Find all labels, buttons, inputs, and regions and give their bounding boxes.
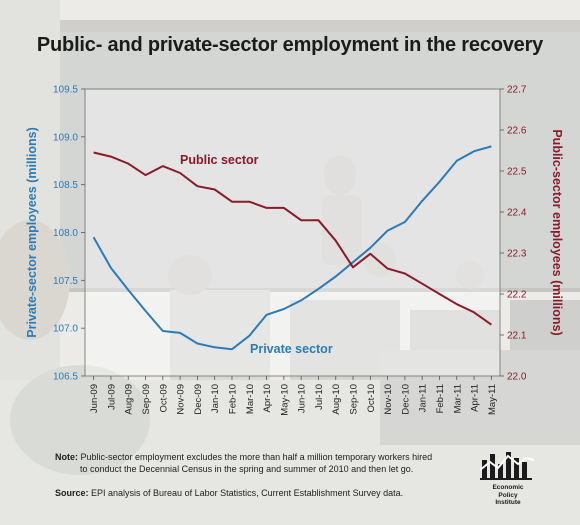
x-axis-tick-label: Nov-09 xyxy=(176,384,187,415)
note-line-2: to conduct the Decennial Census in the s… xyxy=(80,463,414,474)
x-axis-tick-label: Jan-11 xyxy=(418,384,429,412)
right-axis-tick-label: 22.3 xyxy=(507,249,527,260)
epi-logo-mark-icon xyxy=(479,452,535,480)
x-axis-tick-label: Jun-10 xyxy=(297,384,308,413)
right-axis-tick-label: 22.5 xyxy=(507,167,527,178)
right-axis-tick-label: 22.0 xyxy=(507,372,527,383)
x-axis-tick-label: Dec-10 xyxy=(400,384,411,415)
x-axis-tick-label: Mar-11 xyxy=(452,384,463,413)
x-axis-tick-label: May-11 xyxy=(487,384,498,415)
left-axis-tick-label: 108.0 xyxy=(53,228,78,239)
x-axis-tick-label: Oct-09 xyxy=(158,384,169,413)
left-axis-tick-label: 107.5 xyxy=(53,276,78,287)
left-axis-tick-label: 109.5 xyxy=(53,85,78,96)
left-axis-tick-label: 107.0 xyxy=(53,324,78,335)
x-axis-tick-label: Jul-10 xyxy=(314,384,325,410)
logo-line-3: Institute xyxy=(495,499,521,506)
chart-title: Public- and private-sector employment in… xyxy=(36,34,544,56)
employment-line-chart: 106.5 107.0 107.5 108.0 108.5 109.0 109.5 Priva… xyxy=(25,85,564,416)
source-text: EPI analysis of Bureau of Labor Statisti… xyxy=(88,488,404,498)
right-axis-tick-label: 22.6 xyxy=(507,126,527,137)
x-axis-tick-label: Dec-09 xyxy=(193,384,204,415)
private-sector-series-label: Private sector xyxy=(250,342,333,356)
left-axis-tick-label: 108.5 xyxy=(53,180,78,191)
x-axis-tick-label: Mar-10 xyxy=(245,384,256,414)
x-axis-tick-label: Feb-10 xyxy=(227,384,238,414)
right-axis-tick-label: 22.2 xyxy=(507,290,527,301)
chart-note: Note: Public-sector employment excludes … xyxy=(55,452,465,475)
public-sector-series-label: Public sector xyxy=(180,153,259,167)
left-axis-tick-label: 109.0 xyxy=(53,132,78,143)
note-line-1: Public-sector employment excludes the mo… xyxy=(78,452,433,462)
x-axis-tick-label: Jan-10 xyxy=(210,384,221,413)
source-label: Source: xyxy=(55,488,89,498)
x-axis-tick-label: Sep-10 xyxy=(349,384,360,415)
epi-logo: Economic Policy Institute xyxy=(478,448,550,512)
right-axis-tick-label: 22.7 xyxy=(507,85,527,96)
right-axis-tick-label: 22.1 xyxy=(507,331,527,342)
x-axis-tick-label: Jul-09 xyxy=(106,384,117,410)
x-axis-tick-label: Aug-09 xyxy=(124,384,135,415)
x-axis-tick-label: Apr-11 xyxy=(470,384,481,412)
x-axis-tick-label: Nov-10 xyxy=(383,384,394,415)
x-axis-tick-label: Apr-10 xyxy=(262,384,273,413)
chart-source: Source: EPI analysis of Bureau of Labor … xyxy=(55,488,465,498)
x-axis-tick-label: Jun-09 xyxy=(89,384,100,413)
logo-line-1: Economic xyxy=(492,484,524,491)
x-axis-tick-label: Feb-11 xyxy=(435,384,446,413)
right-axis-label: Public-sector employees (millions) xyxy=(550,129,564,335)
x-axis-tick-label: Sep-09 xyxy=(141,384,152,415)
x-axis-tick-label: May-10 xyxy=(279,384,290,416)
right-axis-tick-label: 22.4 xyxy=(507,208,527,219)
plot-area xyxy=(84,88,501,377)
public-sector-line xyxy=(93,151,492,326)
x-axis-tick-label: Oct-10 xyxy=(366,384,377,413)
x-axis-tick-label: Aug-10 xyxy=(331,384,342,415)
logo-line-2: Policy xyxy=(498,491,518,499)
left-axis-label: Private-sector employees (millions) xyxy=(25,127,39,338)
left-axis-tick-label: 106.5 xyxy=(53,372,78,383)
note-label: Note: xyxy=(55,452,78,462)
private-sector-line xyxy=(92,145,492,351)
